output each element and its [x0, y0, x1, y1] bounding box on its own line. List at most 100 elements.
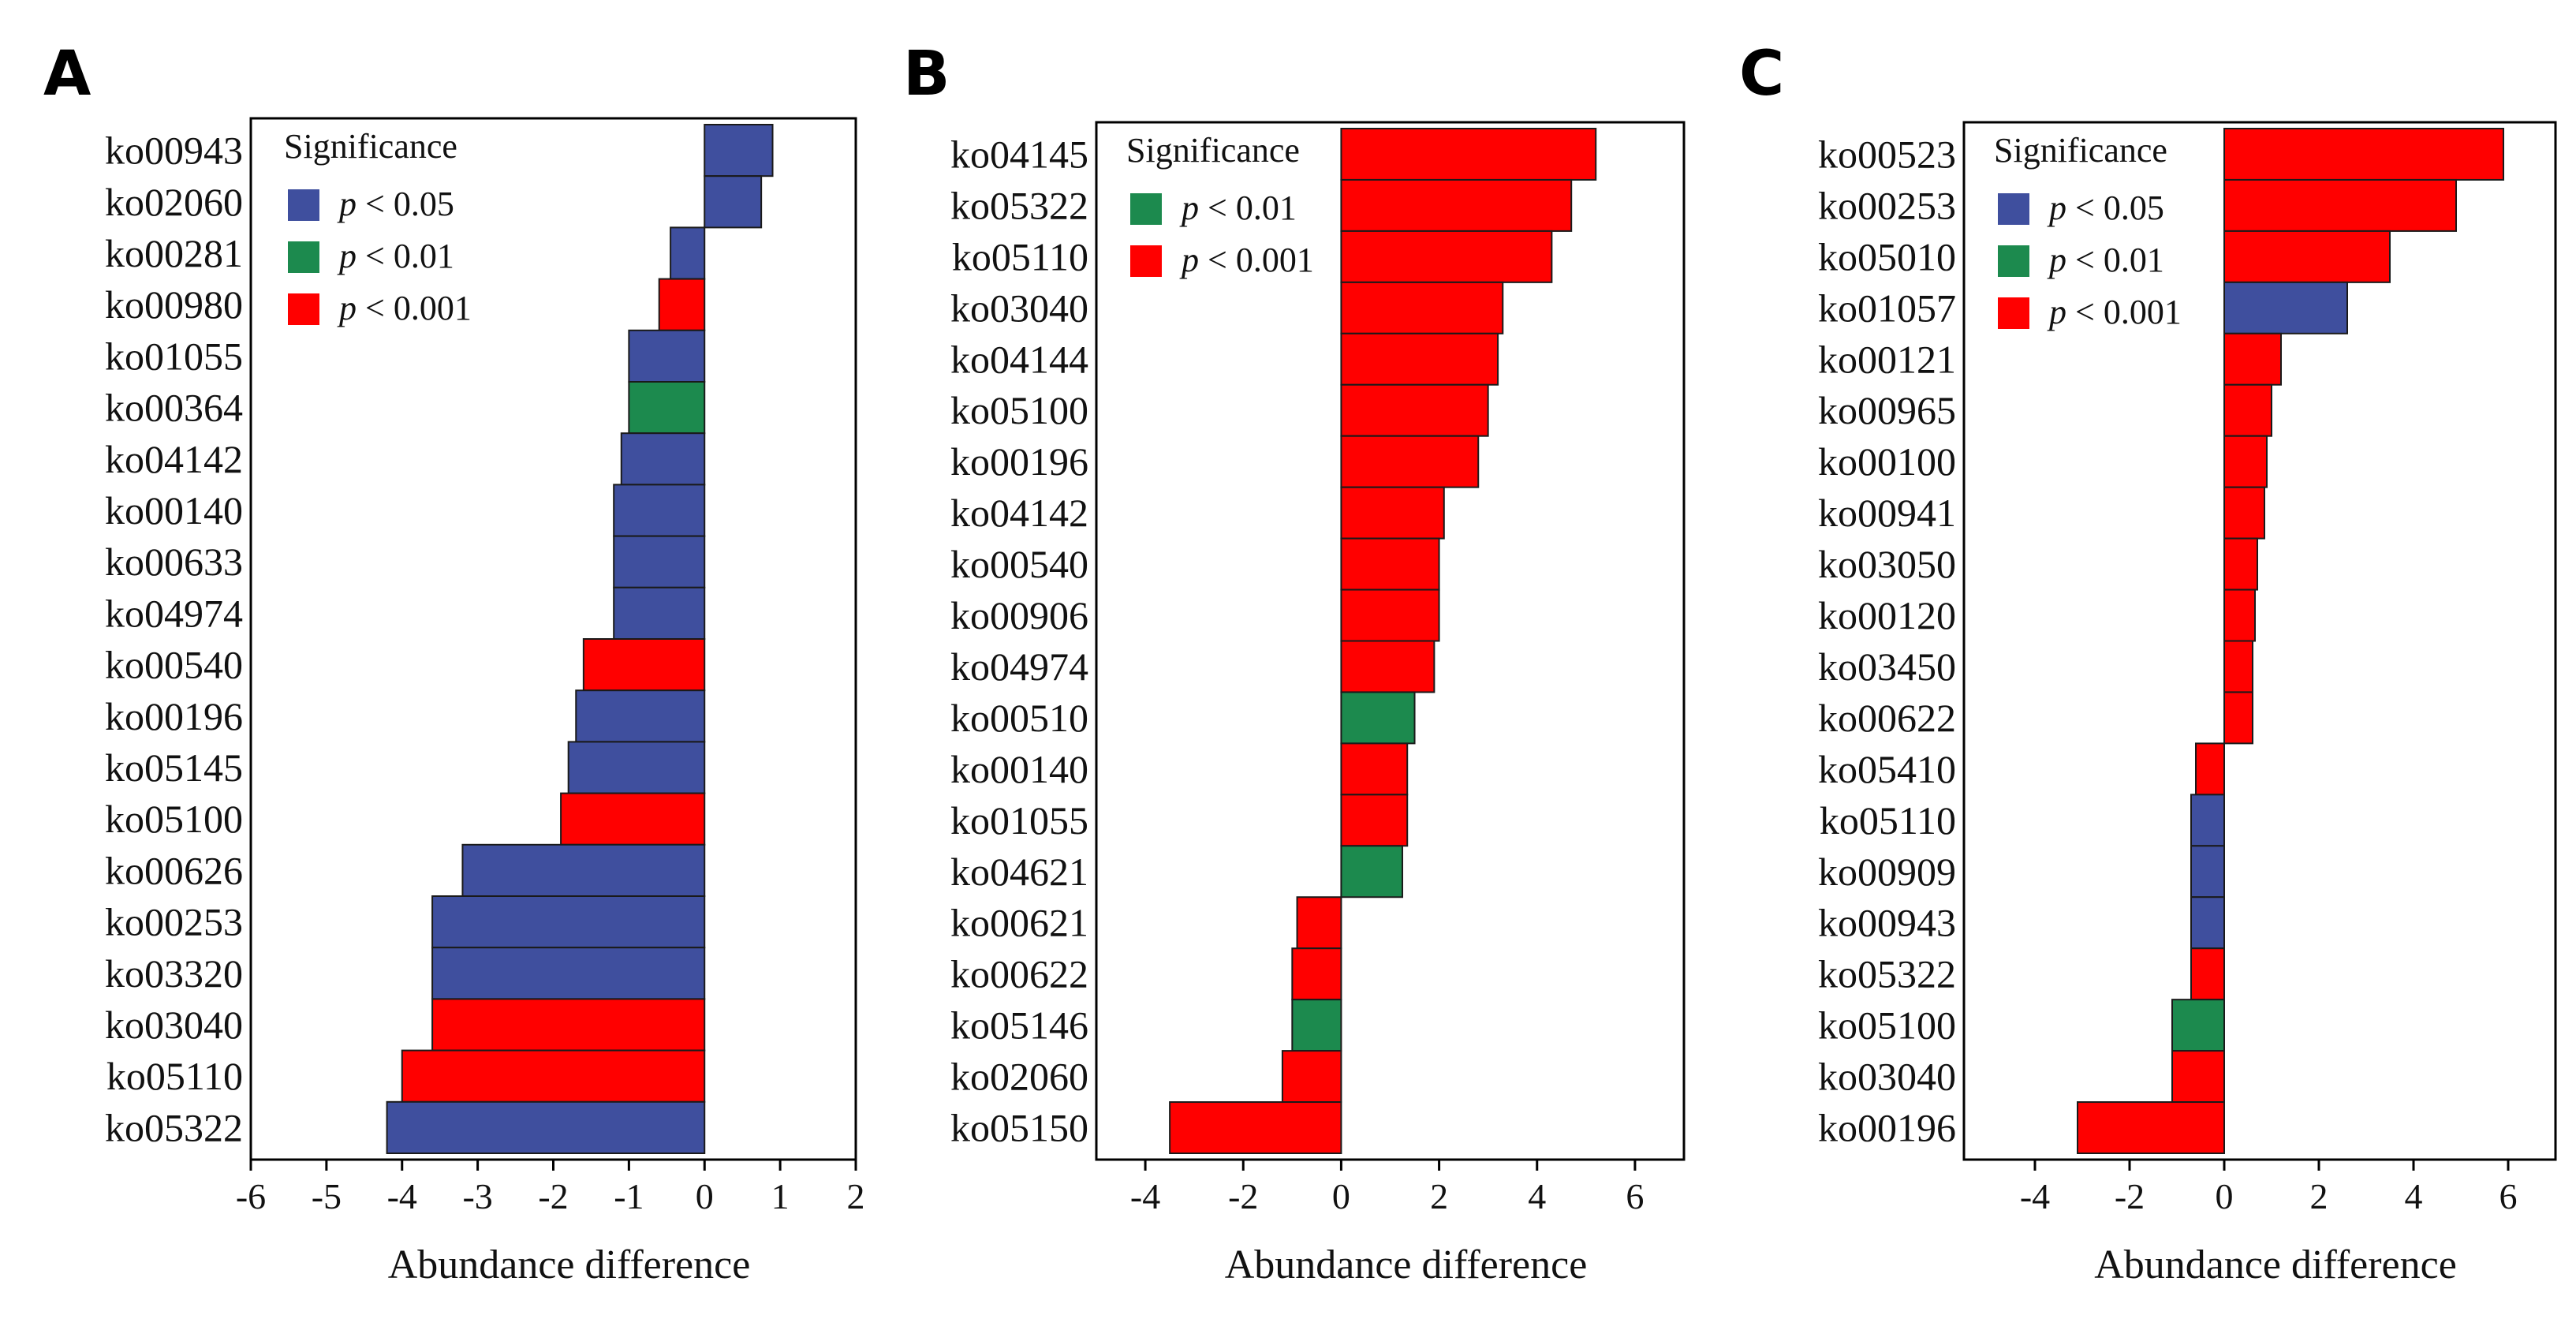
category-label: ko05100 — [105, 797, 243, 841]
legend-swatch — [1998, 245, 2029, 277]
bar-ko00622 — [2223, 691, 2253, 745]
bar-ko05100 — [560, 792, 706, 846]
bar-ko01055 — [1340, 794, 1409, 847]
legend-swatch — [1130, 193, 1162, 225]
category-label: ko05146 — [950, 1003, 1088, 1048]
category-label: ko05410 — [1818, 747, 1956, 791]
category-label: ko01057 — [1818, 286, 1956, 330]
legend-entry: p < 0.01 — [337, 237, 454, 275]
category-label: ko00626 — [105, 848, 243, 892]
bar-ko05150 — [1169, 1101, 1342, 1155]
x-tick-label: 2 — [847, 1176, 865, 1216]
x-tick-label: 0 — [2216, 1176, 2234, 1216]
bar-ko00121 — [2223, 332, 2282, 386]
bar-ko05322 — [2190, 947, 2225, 1001]
x-tick-label: -3 — [462, 1176, 492, 1216]
x-tick-label: 4 — [2405, 1176, 2423, 1216]
bar-ko00510 — [1340, 691, 1416, 745]
x-tick-label: -1 — [614, 1176, 644, 1216]
legend-entry: p < 0.05 — [337, 185, 454, 223]
x-tick-label: 0 — [696, 1176, 714, 1216]
bar-ko00196 — [2077, 1101, 2225, 1155]
bar-ko03450 — [2223, 640, 2253, 693]
category-label: ko00196 — [1818, 1106, 1956, 1150]
category-label: ko00540 — [950, 542, 1088, 586]
category-label: ko03320 — [105, 951, 243, 996]
bar-ko00626 — [461, 843, 706, 898]
x-tick-label: -2 — [2115, 1176, 2145, 1216]
category-label: ko00364 — [105, 386, 243, 430]
legend-swatch — [1130, 245, 1162, 277]
bar-ko00980 — [658, 278, 706, 331]
bar-ko05110 — [401, 1049, 706, 1103]
category-label: ko03040 — [105, 1003, 243, 1047]
bar-ko03040 — [431, 998, 706, 1052]
bar-ko00906 — [1340, 588, 1440, 642]
bar-ko05010 — [2223, 230, 2391, 283]
bar-ko04974 — [613, 586, 706, 640]
category-label: ko04142 — [105, 437, 243, 481]
bar-ko00100 — [2223, 435, 2268, 488]
category-label: ko00943 — [1818, 901, 1956, 945]
bar-ko00909 — [2190, 845, 2225, 898]
category-label: ko02060 — [950, 1055, 1088, 1099]
bar-ko01057 — [2223, 281, 2348, 334]
category-label: ko00622 — [1818, 696, 1956, 740]
category-label: ko00941 — [1818, 491, 1956, 535]
x-tick-label: 6 — [1626, 1176, 1644, 1216]
x-tick-label: -2 — [1228, 1176, 1258, 1216]
category-label: ko05145 — [105, 745, 243, 790]
legend-entry: p < 0.05 — [2047, 189, 2164, 227]
category-label: ko05100 — [1818, 1003, 1956, 1048]
bar-ko00253 — [2223, 178, 2457, 232]
bar-ko05110 — [1340, 230, 1553, 283]
category-label: ko00965 — [1818, 388, 1956, 432]
bar-ko00633 — [613, 535, 706, 588]
category-label: ko00523 — [1818, 132, 1956, 176]
bar-ko05322 — [386, 1100, 706, 1155]
category-label: ko05100 — [950, 388, 1088, 432]
category-label: ko00196 — [950, 439, 1088, 484]
category-label: ko00121 — [1818, 337, 1956, 381]
bar-ko04974 — [1340, 640, 1435, 693]
bar-ko00120 — [2223, 588, 2256, 642]
panel-letter: C — [1739, 39, 1784, 110]
category-label: ko00281 — [105, 231, 243, 275]
category-label: ko00100 — [1818, 439, 1956, 484]
bar-ko00622 — [1291, 947, 1342, 1001]
bar-ko03050 — [2223, 537, 2258, 591]
bar-ko03320 — [431, 947, 706, 1000]
category-label: ko05322 — [950, 183, 1088, 227]
bar-ko02060 — [1281, 1050, 1342, 1104]
category-label: ko04142 — [950, 491, 1088, 535]
bar-ko01055 — [628, 329, 706, 383]
bar-ko04142 — [620, 432, 706, 486]
category-label: ko04621 — [950, 850, 1088, 894]
bar-ko05145 — [567, 741, 706, 794]
category-label: ko00622 — [950, 952, 1088, 996]
legend-entry: p < 0.001 — [1179, 241, 1314, 279]
legend-swatch — [288, 241, 319, 273]
bar-ko00943 — [704, 124, 774, 177]
bar-ko05146 — [1291, 999, 1342, 1052]
bar-ko00943 — [2190, 896, 2225, 950]
category-label: ko01055 — [950, 798, 1088, 842]
bar-ko05110 — [2190, 794, 2225, 847]
category-label: ko05322 — [105, 1105, 243, 1149]
category-label: ko00909 — [1818, 850, 1956, 894]
category-label: ko00196 — [105, 694, 243, 738]
bar-ko04145 — [1340, 128, 1597, 181]
bar-ko00364 — [628, 381, 706, 435]
bar-ko04144 — [1340, 332, 1499, 386]
bar-ko03040 — [2171, 1050, 2225, 1104]
bar-ko00621 — [1296, 896, 1342, 950]
bar-ko00140 — [1340, 742, 1409, 796]
legend-title: Significance — [1994, 131, 2167, 170]
category-label: ko00253 — [105, 900, 243, 944]
bar-ko00540 — [1340, 537, 1440, 591]
legend-swatch — [1998, 193, 2029, 225]
legend-entry: p < 0.001 — [2047, 293, 2182, 331]
